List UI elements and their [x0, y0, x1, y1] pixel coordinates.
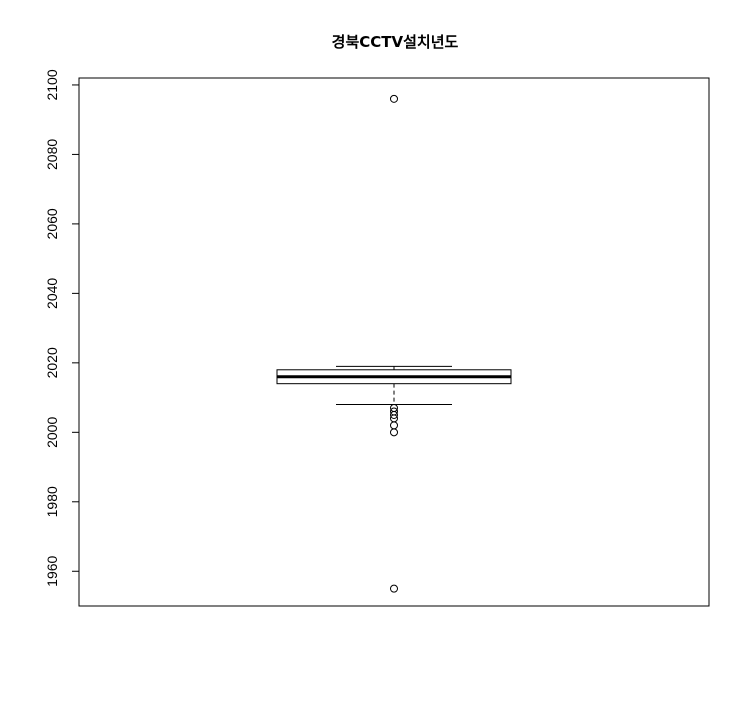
y-tick-label: 2080 — [44, 139, 60, 170]
outlier-group — [390, 94, 398, 593]
y-tick-label: 2100 — [44, 69, 60, 100]
outlier-point — [390, 404, 398, 412]
chart-title: 경북CCTV설치년도 — [332, 33, 459, 51]
y-tick-label: 2060 — [44, 208, 60, 239]
y-tick-label: 1960 — [44, 555, 60, 586]
box-group — [276, 365, 512, 406]
y-tick-label: 2040 — [44, 278, 60, 309]
outlier-point — [390, 421, 398, 430]
plot-frame — [78, 77, 710, 607]
y-tick-label: 2020 — [44, 347, 60, 378]
outlier-point — [390, 584, 398, 593]
y-axis: 1960 1980 2000 2020 2040 2060 2080 2100 — [44, 69, 80, 587]
y-tick-label: 1980 — [44, 486, 60, 517]
y-tick-label: 2000 — [44, 417, 60, 448]
outlier-point — [390, 94, 398, 103]
outlier-point — [390, 407, 398, 416]
outlier-point — [390, 428, 398, 437]
